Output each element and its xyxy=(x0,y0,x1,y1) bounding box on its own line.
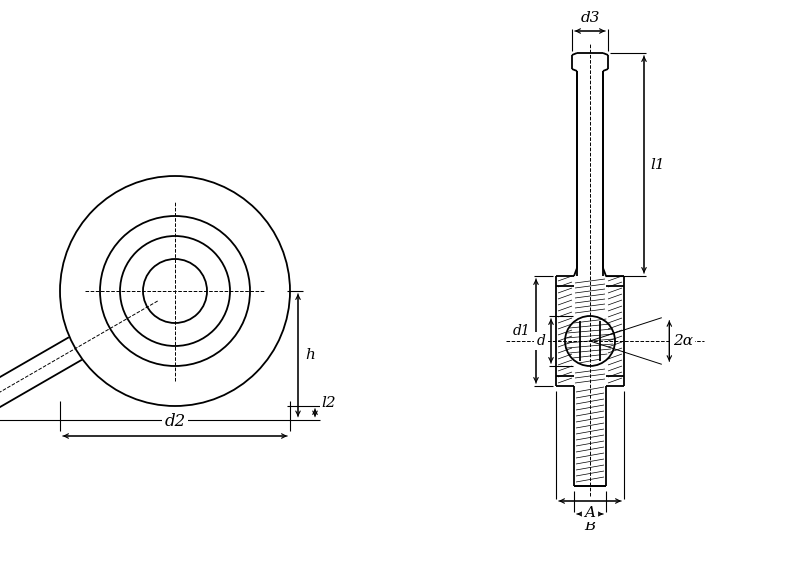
Text: d2: d2 xyxy=(164,412,186,430)
Text: 2α: 2α xyxy=(674,334,694,348)
Text: l1: l1 xyxy=(650,158,666,172)
Text: l2: l2 xyxy=(322,396,336,410)
Text: h: h xyxy=(305,348,315,362)
Text: d: d xyxy=(537,334,546,348)
Text: d3: d3 xyxy=(580,11,600,25)
Text: A: A xyxy=(585,506,595,520)
Text: d1: d1 xyxy=(513,324,531,338)
Text: B: B xyxy=(584,519,596,533)
